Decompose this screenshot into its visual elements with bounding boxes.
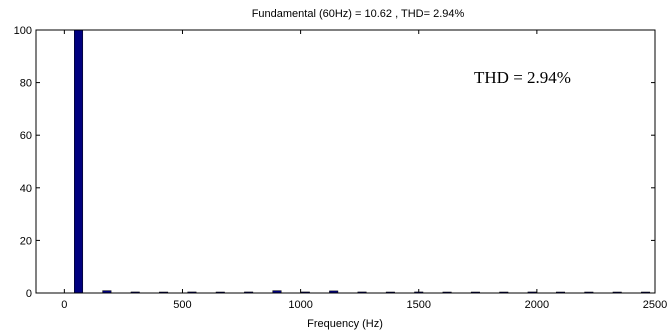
x-tick-label: 2000 <box>525 299 549 311</box>
bar <box>74 29 84 294</box>
x-tick-label: 1000 <box>288 299 312 311</box>
x-axis-label: Frequency (Hz) <box>307 318 383 330</box>
y-tick-label: 100 <box>14 25 32 37</box>
y-tick-label: 20 <box>20 235 32 247</box>
x-tick-label: 500 <box>173 299 191 311</box>
y-tick-label: 0 <box>26 288 32 300</box>
plot-frame <box>35 29 656 294</box>
x-tick-label: 1500 <box>406 299 430 311</box>
chart-title: Fundamental (60Hz) = 10.62 , THD= 2.94% <box>252 8 465 20</box>
thd-annotation: THD = 2.94% <box>474 68 571 87</box>
x-tick-label: 0 <box>61 299 67 311</box>
axis-ticks: 0 500 1000 1500 2000 2500 0 20 40 60 80 100 <box>14 25 668 311</box>
y-tick-label: 80 <box>20 78 32 90</box>
y-tick-label: 60 <box>20 130 32 142</box>
x-tick-label: 2500 <box>643 299 667 311</box>
y-tick-label: 40 <box>20 183 32 195</box>
